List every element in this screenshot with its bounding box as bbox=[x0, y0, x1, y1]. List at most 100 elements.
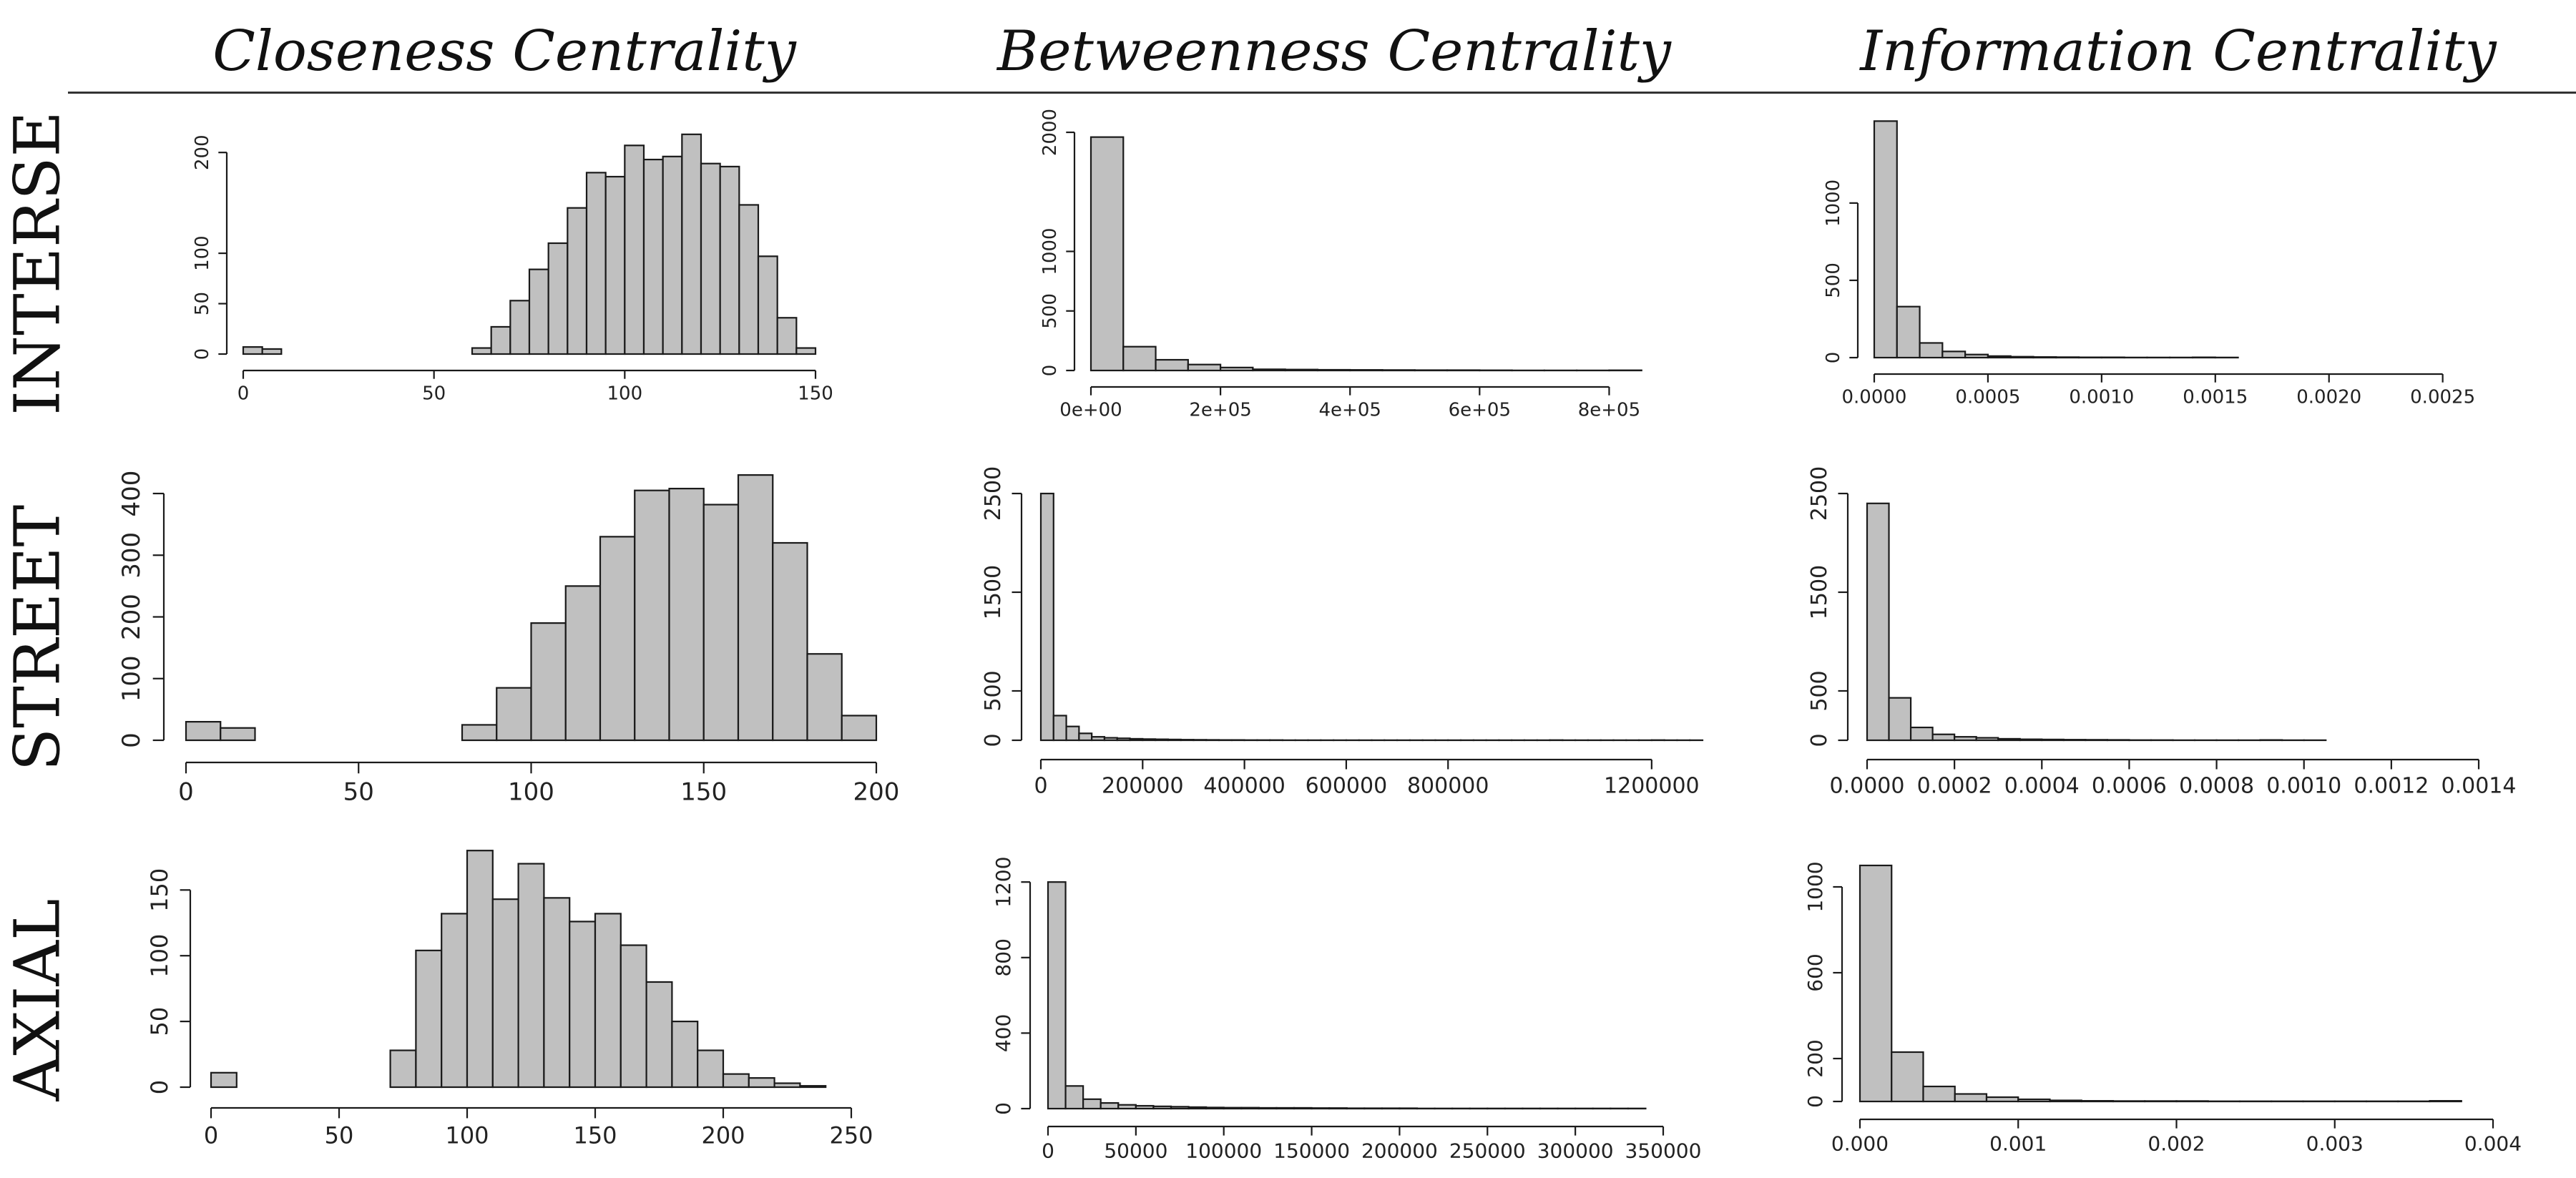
x-tick-label: 50 bbox=[325, 1122, 354, 1149]
x-tick-label: 200 bbox=[853, 778, 900, 807]
x-tick-label: 350000 bbox=[1625, 1139, 1702, 1162]
histogram-bar bbox=[1896, 305, 1921, 359]
x-tick-label: 50000 bbox=[1104, 1139, 1167, 1162]
histogram-bar bbox=[795, 347, 817, 355]
x-tick-label: 0.0008 bbox=[2179, 774, 2254, 799]
y-tick-label: 500 bbox=[1807, 670, 1832, 711]
x-tick-label: 0.0005 bbox=[1955, 386, 2020, 408]
x-tick-label: 0e+00 bbox=[1059, 399, 1122, 421]
x-tick-label: 0 bbox=[1034, 774, 1047, 799]
histogram-bar bbox=[220, 727, 256, 742]
histogram-bar bbox=[2049, 1099, 2082, 1103]
histogram-bar bbox=[389, 1049, 417, 1089]
x-tick-label: 100 bbox=[508, 778, 554, 807]
x-tick-label: 4e+05 bbox=[1319, 399, 1381, 421]
x-tick-label: 0.003 bbox=[2306, 1132, 2364, 1155]
x-tick-label: 0 bbox=[1042, 1139, 1054, 1162]
y-tick-label: 2500 bbox=[1807, 466, 1832, 521]
x-tick-label: 100000 bbox=[1185, 1139, 1262, 1162]
histogram-bar bbox=[490, 325, 511, 355]
y-tick-label: 500 bbox=[981, 670, 1006, 711]
x-tick-label: 0.0020 bbox=[2296, 386, 2361, 408]
x-tick-label: 400000 bbox=[1203, 774, 1285, 799]
y-tick-label: 1000 bbox=[1823, 180, 1844, 227]
histogram-bar bbox=[1122, 345, 1157, 372]
y-tick-label: 0 bbox=[1807, 733, 1832, 747]
y-tick-label: 400 bbox=[991, 1014, 1015, 1052]
histogram-bar bbox=[841, 715, 878, 742]
y-tick-label: 150 bbox=[146, 868, 173, 912]
histogram-bar bbox=[624, 144, 645, 355]
histogram-bar bbox=[1047, 881, 1067, 1110]
histogram-bar bbox=[261, 348, 283, 355]
histogram-bar bbox=[569, 921, 597, 1089]
x-tick-label: 1200000 bbox=[1604, 774, 1700, 799]
histogram-bar bbox=[738, 204, 760, 355]
x-tick-label: 0.0004 bbox=[2004, 774, 2080, 799]
histogram-bar bbox=[697, 1049, 725, 1089]
histogram-bar bbox=[585, 172, 607, 355]
histogram-bar bbox=[668, 487, 705, 742]
histogram-bar bbox=[604, 175, 626, 355]
column-header-closeness: Closeness Centrality bbox=[212, 19, 796, 84]
histogram-bar bbox=[185, 721, 222, 742]
y-tick-label: 500 bbox=[1039, 293, 1061, 329]
histogram-bar bbox=[528, 268, 549, 355]
x-tick-label: 0 bbox=[178, 778, 194, 807]
x-tick-label: 0.002 bbox=[2148, 1132, 2205, 1155]
x-tick-label: 100 bbox=[445, 1122, 489, 1149]
y-tick-label: 100 bbox=[117, 655, 146, 702]
x-tick-label: 100 bbox=[607, 383, 643, 404]
y-tick-label: 1000 bbox=[1039, 227, 1061, 275]
x-tick-label: 800000 bbox=[1407, 774, 1489, 799]
y-tick-label: 600 bbox=[1803, 953, 1827, 991]
histogram-bar bbox=[642, 158, 664, 355]
histogram-bar bbox=[1064, 1085, 1084, 1110]
y-tick-label: 0 bbox=[192, 348, 213, 360]
histogram-bar bbox=[806, 653, 843, 742]
column-header-betweenness: Betweenness Centrality bbox=[997, 19, 1671, 84]
x-tick-label: 0.0000 bbox=[1842, 386, 1907, 408]
x-tick-label: 0.001 bbox=[1989, 1132, 2047, 1155]
histogram-bar bbox=[737, 474, 774, 742]
y-tick-label: 0 bbox=[1803, 1095, 1827, 1108]
histogram-bar bbox=[594, 913, 622, 1089]
x-tick-label: 300000 bbox=[1537, 1139, 1614, 1162]
x-tick-label: 0.0002 bbox=[1917, 774, 1992, 799]
x-tick-label: 250000 bbox=[1449, 1139, 1526, 1162]
x-tick-label: 0.0010 bbox=[2069, 386, 2134, 408]
x-tick-label: 0.0006 bbox=[2092, 774, 2167, 799]
histogram-bar bbox=[567, 207, 588, 355]
x-tick-label: 0.0014 bbox=[2442, 774, 2517, 799]
x-tick-label: 150000 bbox=[1273, 1139, 1350, 1162]
y-tick-label: 0 bbox=[981, 733, 1006, 747]
x-tick-label: 0.0010 bbox=[2266, 774, 2341, 799]
y-tick-label: 0 bbox=[991, 1102, 1015, 1115]
y-tick-label: 1000 bbox=[1803, 861, 1827, 912]
histogram-bar bbox=[776, 317, 798, 355]
x-tick-label: 0.0025 bbox=[2410, 386, 2475, 408]
histogram-bar bbox=[757, 255, 778, 355]
y-tick-label: 800 bbox=[991, 938, 1015, 976]
histogram-bar bbox=[1919, 342, 1944, 359]
histogram-bar bbox=[662, 155, 683, 355]
y-tick-label: 50 bbox=[146, 1007, 173, 1036]
histogram-bar bbox=[702, 504, 740, 742]
x-tick-label: 8e+05 bbox=[1578, 399, 1640, 421]
x-tick-label: 0.004 bbox=[2464, 1132, 2522, 1155]
x-tick-label: 600000 bbox=[1306, 774, 1388, 799]
histogram-bar bbox=[530, 622, 567, 742]
y-tick-label: 200 bbox=[192, 134, 213, 170]
x-tick-label: 200000 bbox=[1361, 1139, 1438, 1162]
x-tick-label: 200000 bbox=[1102, 774, 1184, 799]
histogram-bar bbox=[1891, 1051, 1924, 1103]
histogram-bar bbox=[441, 913, 469, 1089]
histogram-bar bbox=[491, 898, 519, 1089]
y-tick-label: 0 bbox=[146, 1080, 173, 1094]
